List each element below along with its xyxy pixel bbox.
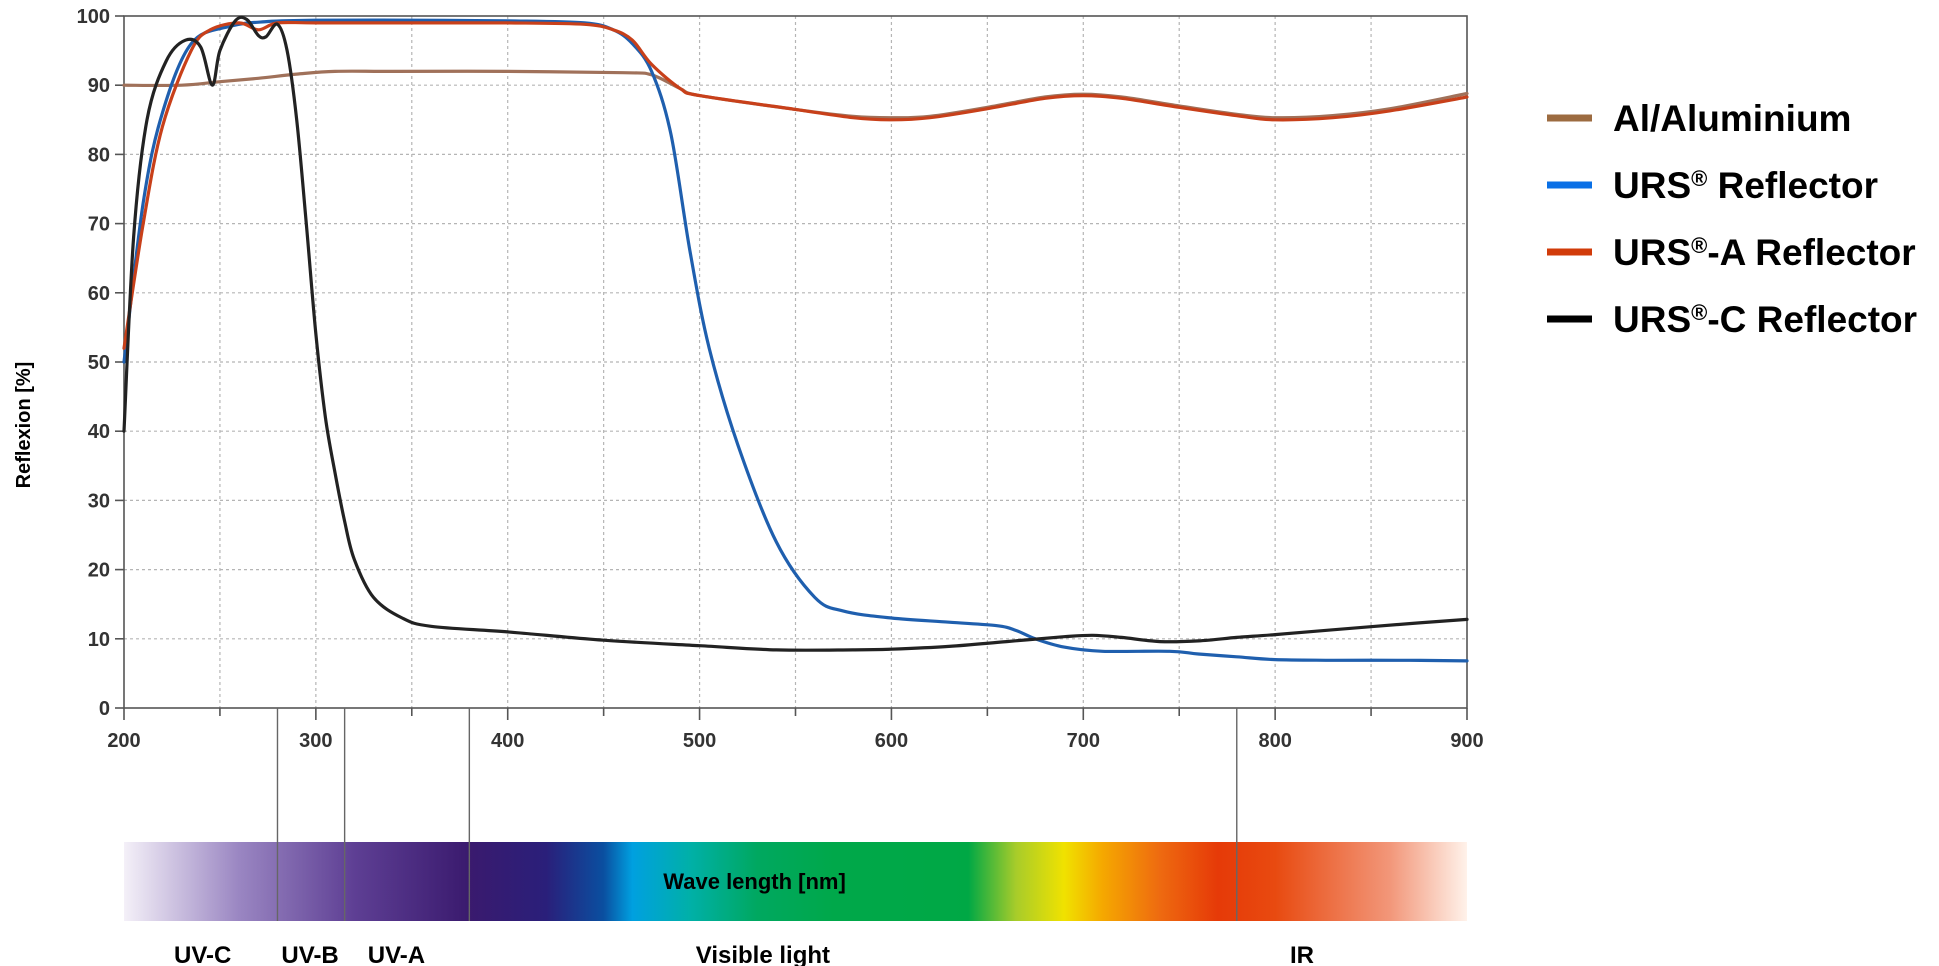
x-tick-label: 500	[683, 730, 716, 752]
band-label: Visible light	[696, 942, 830, 966]
x-tick-label: 300	[299, 730, 332, 752]
y-axis-title: Reflexion [%]	[13, 362, 35, 489]
legend-label: URS® Reflector	[1613, 165, 1878, 206]
y-tick-label: 40	[88, 421, 110, 443]
band-label: UV-C	[174, 942, 231, 966]
x-tick-label: 400	[491, 730, 524, 752]
y-tick-label: 80	[88, 144, 110, 166]
legend-label: URS®-A Reflector	[1613, 232, 1916, 273]
band-label: UV-A	[368, 942, 425, 966]
y-tick-label: 30	[88, 490, 110, 512]
y-tick-label: 0	[99, 698, 110, 720]
axes: 0 10 20 30 40 50 60 70 80 90 100 200 300 400 500 600 700…	[77, 6, 1484, 752]
y-tick-label: 20	[88, 560, 110, 582]
spectrum-label: Wave length [nm]	[663, 869, 846, 894]
y-tick-label: 60	[88, 283, 110, 305]
x-tick-label: 800	[1258, 730, 1291, 752]
legend-label: Al/Aluminium	[1613, 98, 1851, 139]
x-tick-label: 700	[1067, 730, 1100, 752]
y-tick-label: 50	[88, 352, 110, 374]
legend: Al/Aluminium URS® Reflector URS®-A Reflect…	[1547, 98, 1917, 340]
x-tick-label: 900	[1450, 730, 1483, 752]
legend-label: URS®-C Reflector	[1613, 299, 1917, 340]
band-label: IR	[1290, 942, 1314, 966]
y-tick-label: 10	[88, 629, 110, 651]
spectrum-bar: Wave length [nm] UV-C UV-B UV-A Visible ligh…	[124, 708, 1467, 966]
spectrum-gradient	[124, 842, 1467, 921]
series-line-2	[122, 18, 1469, 663]
data-series	[122, 15, 1469, 663]
y-tick-label: 70	[88, 214, 110, 236]
y-tick-label: 100	[77, 6, 110, 28]
series-line-4	[122, 15, 1469, 652]
band-label: UV-B	[281, 942, 338, 966]
grid-lines	[124, 16, 1467, 708]
x-tick-label: 200	[107, 730, 140, 752]
x-tick-label: 600	[875, 730, 908, 752]
y-tick-label: 90	[88, 75, 110, 97]
series-line-3	[122, 20, 1469, 350]
